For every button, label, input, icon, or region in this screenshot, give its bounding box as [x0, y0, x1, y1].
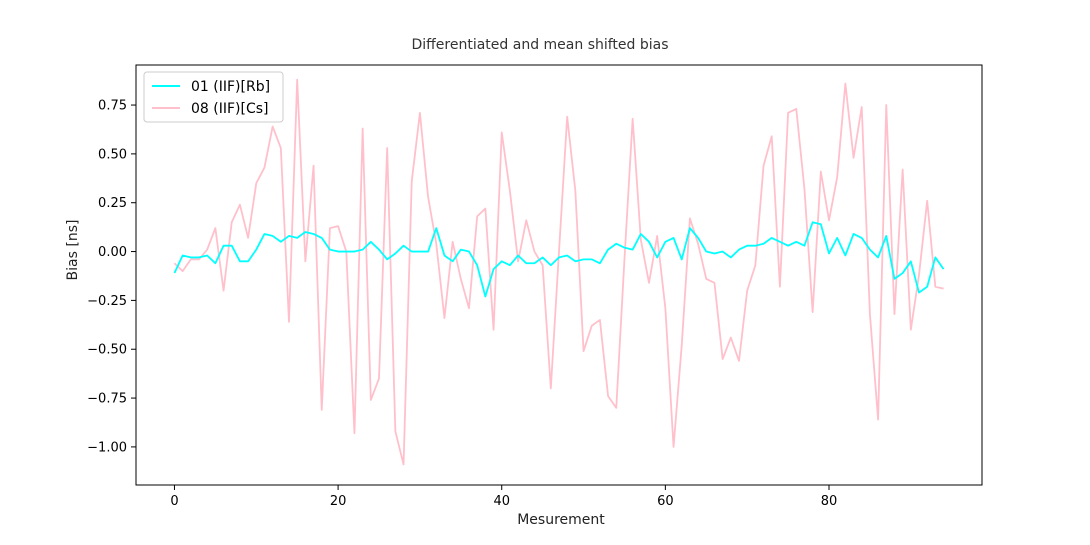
x-tick-label: 60 [657, 494, 674, 509]
plot-frame [135, 64, 983, 486]
x-tick-label: 20 [330, 494, 347, 509]
legend: 01 (IIF)[Rb] 08 (IIF)[Cs] [143, 71, 284, 123]
y-axis-title: Bias [ns] [65, 220, 81, 281]
y-tick-label: 0.50 [98, 147, 127, 162]
y-tick-label: −1.00 [87, 440, 127, 455]
series-line-2 [173, 78, 944, 466]
y-tick-label: 0.75 [98, 99, 127, 114]
y-tick-label: 0.25 [98, 196, 127, 211]
x-tick-label: 0 [170, 494, 178, 509]
x-axis: 0 20 40 60 80 [170, 485, 837, 509]
y-tick-label: −0.75 [87, 392, 127, 407]
y-tick-label: 0.00 [98, 245, 127, 260]
x-tick-label: 80 [821, 494, 838, 509]
y-tick-label: −0.50 [87, 343, 127, 358]
chart-title: Differentiated and mean shifted bias [411, 37, 668, 53]
series-group [173, 78, 945, 466]
y-axis: −1.00 −0.75 −0.50 −0.25 0.00 0.25 0.50 0.75 [87, 99, 136, 455]
series-line-1 [173, 221, 945, 298]
plot-area [135, 64, 983, 486]
legend-label-2: 08 (IIF)[Cs] [191, 101, 269, 117]
x-axis-title: Mesurement [517, 512, 605, 528]
y-tick-label: −0.25 [87, 294, 127, 309]
legend-label-1: 01 (IIF)[Rb] [191, 79, 270, 95]
x-tick-label: 40 [493, 494, 510, 509]
legend-box [143, 71, 284, 123]
